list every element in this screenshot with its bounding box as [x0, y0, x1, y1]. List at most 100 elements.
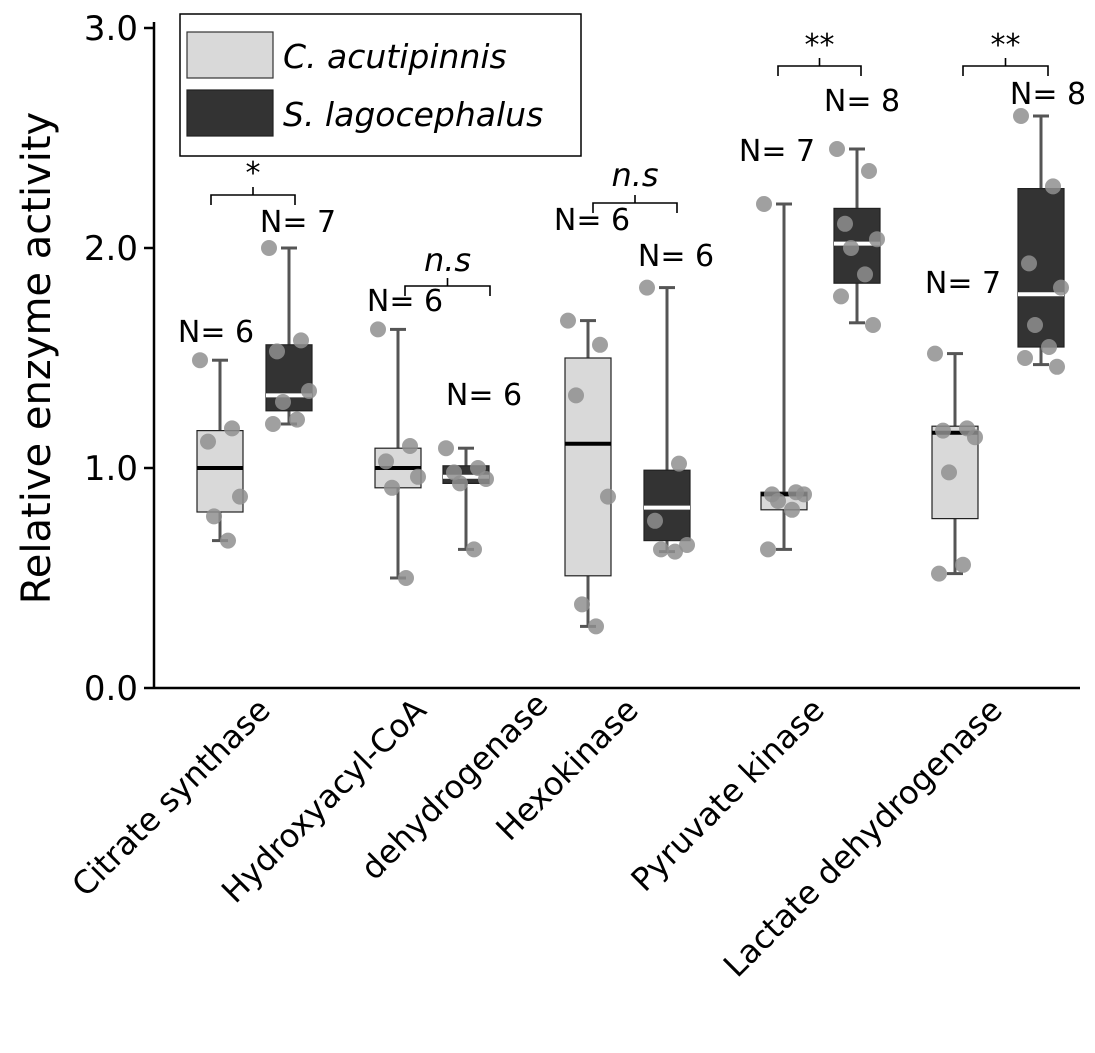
- x-category-label: Pyruvate kinase: [624, 691, 832, 899]
- data-point: [857, 266, 873, 283]
- box-group: [370, 321, 426, 586]
- box-group: [192, 352, 248, 549]
- data-point: [865, 317, 881, 333]
- data-point: [837, 215, 853, 232]
- n-label: N= 7: [260, 205, 336, 240]
- data-point: [967, 429, 983, 446]
- n-label: N= 7: [925, 266, 1001, 301]
- data-point: [796, 486, 812, 503]
- data-point: [927, 345, 943, 362]
- data-point: [438, 440, 454, 457]
- y-tick-label: 0.0: [84, 669, 138, 709]
- y-axis-label: Relative enzyme activity: [14, 112, 60, 604]
- data-point: [224, 420, 240, 437]
- n-label: N= 7: [739, 134, 815, 169]
- data-point: [653, 541, 669, 558]
- significance-label: **: [805, 28, 835, 63]
- data-point: [935, 422, 951, 439]
- data-point: [760, 541, 776, 558]
- data-point: [770, 493, 786, 509]
- data-point: [1017, 350, 1033, 366]
- box-group: [560, 312, 616, 635]
- y-tick-label: 1.0: [84, 449, 138, 489]
- data-point: [1027, 317, 1043, 333]
- significance-bracket: [777, 58, 862, 76]
- data-point: [784, 501, 800, 518]
- legend-swatch-c-acutipinnis: [186, 31, 274, 79]
- n-label: N= 8: [824, 84, 900, 119]
- data-point: [931, 565, 947, 582]
- significance-label: **: [991, 28, 1021, 63]
- y-tick-label: 3.0: [84, 9, 138, 49]
- data-point: [470, 460, 486, 476]
- significance-bracket: [962, 58, 1049, 76]
- series-c-acutipinnis: [192, 196, 983, 635]
- data-point: [1053, 279, 1069, 296]
- significance-label: n.s: [611, 156, 658, 194]
- n-label: N= 6: [446, 378, 522, 413]
- data-point: [301, 383, 317, 399]
- data-point: [293, 332, 309, 349]
- y-ticks: 0.0 1.0 2.0 3.0: [84, 9, 154, 709]
- data-point: [647, 512, 663, 529]
- data-point: [639, 279, 655, 296]
- data-point: [600, 488, 616, 505]
- data-point: [671, 455, 687, 472]
- series-s-lagocephalus: [261, 108, 1069, 560]
- x-category-label: Hydroxyacyl-CoAdehydrogenase: [214, 627, 555, 968]
- data-point: [869, 231, 885, 248]
- data-point: [679, 537, 695, 553]
- data-point: [560, 312, 576, 329]
- significance-label: *: [246, 156, 261, 191]
- n-label: N= 6: [178, 315, 254, 350]
- legend-label-c-acutipinnis: C. acutipinnis: [283, 37, 507, 76]
- data-point: [261, 240, 277, 256]
- data-point: [588, 618, 604, 635]
- n-label: N= 6: [638, 239, 714, 274]
- x-category-label-line: Pyruvate kinase: [624, 691, 832, 899]
- data-point: [1045, 178, 1061, 195]
- data-point: [410, 468, 426, 485]
- data-point: [955, 556, 971, 573]
- data-point: [265, 416, 281, 432]
- box-group: [438, 440, 494, 558]
- data-point: [370, 321, 386, 338]
- data-point: [568, 387, 584, 404]
- box-group: [927, 345, 983, 582]
- data-point: [398, 570, 414, 586]
- data-point: [466, 541, 482, 558]
- data-point: [192, 352, 208, 369]
- data-point: [478, 471, 494, 487]
- data-point: [200, 433, 216, 450]
- data-point: [843, 240, 859, 256]
- box-group: [829, 141, 885, 333]
- box: [643, 469, 691, 542]
- n-label: N= 8: [1010, 77, 1086, 112]
- significance-bracket: [210, 187, 296, 205]
- x-category-labels: Citrate synthaseHydroxyacyl-CoAdehydroge…: [64, 627, 1009, 984]
- significance-bracket: [404, 278, 491, 296]
- data-point: [206, 508, 222, 525]
- data-point: [275, 394, 291, 410]
- data-point: [1021, 255, 1037, 272]
- data-point: [833, 288, 849, 305]
- box-group: [639, 279, 695, 560]
- box-group: [1013, 108, 1069, 375]
- box-group: [756, 196, 812, 558]
- significance-bracket: [592, 195, 678, 213]
- data-point: [1013, 108, 1029, 124]
- y-axis: 0.0 1.0 2.0 3.0 Relative enzyme activity: [14, 9, 156, 709]
- data-point: [232, 488, 248, 505]
- legend: C. acutipinnis S. lagocephalus: [179, 13, 582, 157]
- annotations: N= 6N= 6N= 6N= 7N= 7N= 7N= 6N= 6N= 8 N= 8…: [178, 28, 1086, 413]
- data-point: [378, 453, 394, 470]
- data-point: [756, 196, 772, 212]
- y-tick-label: 2.0: [84, 229, 138, 269]
- significance-label: n.s: [424, 241, 471, 279]
- data-point: [220, 532, 236, 549]
- plot-area: [192, 108, 1069, 635]
- data-point: [289, 411, 305, 428]
- data-point: [667, 543, 683, 560]
- data-point: [574, 596, 590, 613]
